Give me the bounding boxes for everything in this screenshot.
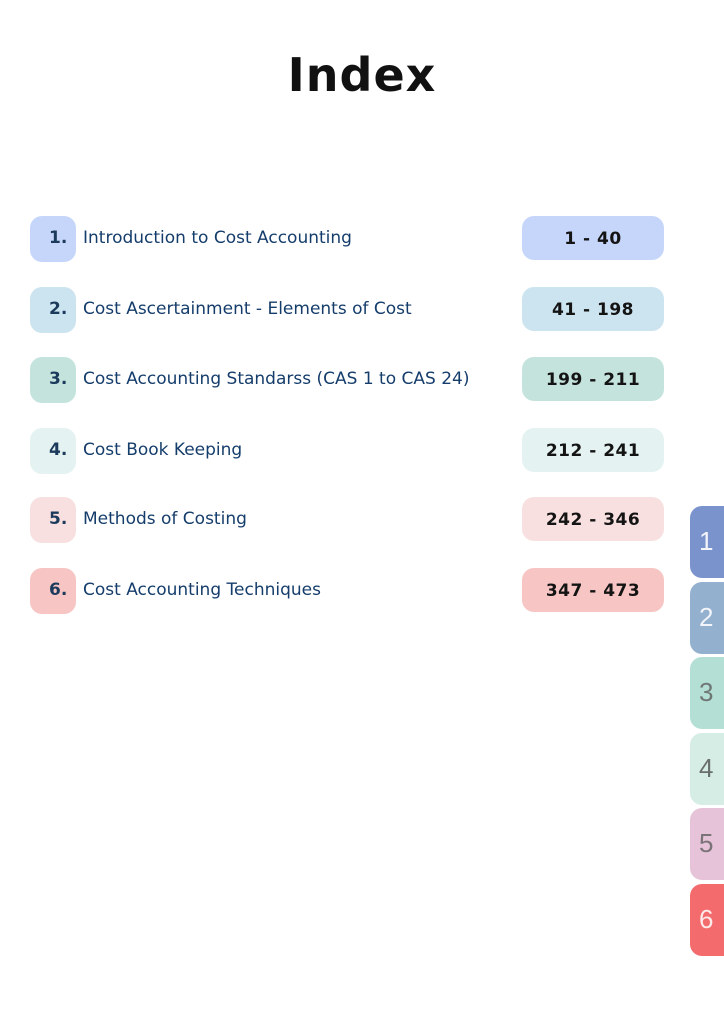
page-range[interactable]: 41 - 198 <box>522 287 664 331</box>
side-tab-label: 4 <box>699 753 714 783</box>
side-tab-label: 2 <box>699 602 714 632</box>
side-tab-1[interactable]: 1 <box>690 506 724 578</box>
chapter-number: 1. <box>49 228 68 248</box>
chapter-title[interactable]: Methods of Costing <box>83 509 247 529</box>
side-tab-label: 3 <box>699 677 714 707</box>
side-tab-2[interactable]: 2 <box>690 582 724 654</box>
index-entry[interactable]: 2. Cost Ascertainment - Elements of Cost… <box>30 287 664 333</box>
chapter-number-badge <box>30 287 76 333</box>
chapter-title[interactable]: Cost Accounting Techniques <box>83 580 321 600</box>
chapter-number: 2. <box>49 299 68 319</box>
side-tab-5[interactable]: 5 <box>690 808 724 880</box>
chapter-number: 6. <box>49 580 68 600</box>
chapter-title[interactable]: Introduction to Cost Accounting <box>83 228 352 248</box>
side-tab-label: 6 <box>699 904 714 934</box>
chapter-number-badge <box>30 497 76 543</box>
chapter-title[interactable]: Cost Ascertainment - Elements of Cost <box>83 299 412 319</box>
chapter-number-badge <box>30 428 76 474</box>
chapter-number: 4. <box>49 440 68 460</box>
chapter-title[interactable]: Cost Book Keeping <box>83 440 243 460</box>
index-entry[interactable]: 5. Methods of Costing 242 - 346 <box>30 497 664 543</box>
chapter-number: 5. <box>49 509 68 529</box>
index-entry[interactable]: 3. Cost Accounting Standarss (CAS 1 to C… <box>30 357 664 403</box>
page-range[interactable]: 347 - 473 <box>522 568 664 612</box>
side-tab-label: 5 <box>699 828 714 858</box>
index-entry[interactable]: 6. Cost Accounting Techniques 347 - 473 <box>30 568 664 614</box>
side-tab-4[interactable]: 4 <box>690 733 724 805</box>
chapter-number-badge <box>30 216 76 262</box>
side-tab-label: 1 <box>699 526 714 556</box>
chapter-number-badge <box>30 568 76 614</box>
index-entry[interactable]: 4. Cost Book Keeping 212 - 241 <box>30 428 664 474</box>
page-range[interactable]: 199 - 211 <box>522 357 664 401</box>
index-entry[interactable]: 1. Introduction to Cost Accounting 1 - 4… <box>30 216 664 262</box>
page-range[interactable]: 212 - 241 <box>522 428 664 472</box>
chapter-number: 3. <box>49 369 68 389</box>
side-tab-3[interactable]: 3 <box>690 657 724 729</box>
chapter-title[interactable]: Cost Accounting Standarss (CAS 1 to CAS … <box>83 369 470 389</box>
chapter-number-badge <box>30 357 76 403</box>
page-title: Index <box>287 48 437 102</box>
page-range[interactable]: 242 - 346 <box>522 497 664 541</box>
page-range[interactable]: 1 - 40 <box>522 216 664 260</box>
side-tab-6[interactable]: 6 <box>690 884 724 956</box>
